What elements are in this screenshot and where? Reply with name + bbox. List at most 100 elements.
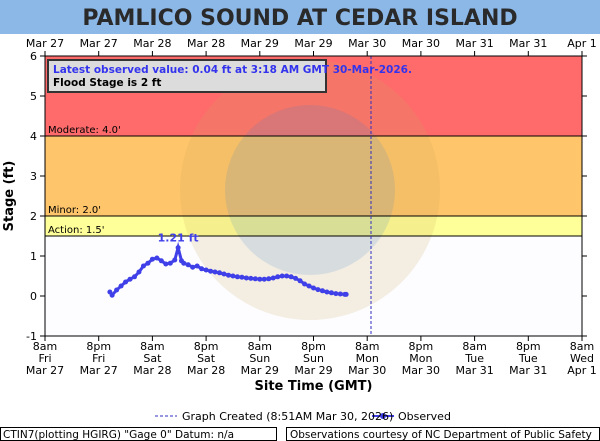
x2-tick-label: Mar 27	[26, 37, 64, 50]
x-tick-label: 8pm Tue Mar 31	[509, 340, 547, 377]
annotation-observed: Latest observed value: 0.04 ft at 3:18 A…	[53, 64, 412, 76]
data-point	[324, 289, 330, 295]
x-tick-label: 8am Wed Apr 1	[567, 340, 597, 377]
watermark	[225, 105, 395, 275]
data-point	[333, 291, 339, 297]
x-tick-label: 8pm Sun Mar 29	[294, 340, 332, 377]
data-point	[225, 272, 231, 278]
y-tick-label: 2	[30, 210, 37, 223]
data-point	[181, 260, 187, 266]
title-bar	[0, 0, 600, 34]
footer-right: Observations courtesy of NC Department o…	[290, 429, 592, 441]
annotation-box	[47, 59, 327, 93]
legend-label: Observed	[398, 410, 451, 423]
x-tick-label: 8pm Mon Mar 30	[402, 340, 440, 377]
data-point	[118, 283, 124, 289]
data-point	[337, 291, 343, 297]
x-tick-label: 8am Mon Mar 30	[348, 340, 386, 377]
threshold-label: Minor: 2.0'	[48, 205, 101, 216]
x-tick-label: 8am Fri Mar 27	[26, 340, 64, 377]
x2-tick-label: Mar 30	[402, 37, 440, 50]
data-point	[297, 278, 303, 284]
data-point	[149, 256, 155, 262]
data-point	[239, 274, 245, 280]
flood-band	[45, 216, 582, 236]
data-point	[221, 271, 227, 277]
flood-band	[45, 136, 582, 216]
data-point	[208, 268, 214, 274]
data-point	[266, 276, 272, 282]
data-point	[252, 276, 258, 282]
x2-tick-label: Mar 31	[455, 37, 493, 50]
data-point	[261, 276, 267, 282]
data-point	[234, 274, 240, 280]
data-point	[328, 290, 334, 296]
x-tick-label: 8am Sun Mar 29	[241, 340, 279, 377]
data-point	[172, 257, 178, 263]
y-tick-label: 6	[30, 50, 37, 63]
data-point	[123, 279, 129, 285]
data-point	[167, 260, 173, 266]
data-point	[185, 262, 191, 268]
y-tick-label: 0	[30, 290, 37, 303]
data-point	[306, 283, 312, 289]
chart-title: PAMLICO SOUND AT CEDAR ISLAND	[82, 6, 517, 31]
data-point	[311, 285, 316, 291]
data-point	[284, 273, 290, 279]
annotation-flood: Flood Stage is 2 ft	[53, 77, 161, 89]
data-point	[140, 263, 146, 269]
threshold-label: Moderate: 4.0'	[48, 125, 121, 136]
legend-label: Graph Created (8:51AM Mar 30, 2026)	[182, 410, 393, 423]
data-point	[293, 275, 299, 281]
x2-tick-label: Mar 29	[294, 37, 332, 50]
x-axis-label: Site Time (GMT)	[255, 379, 373, 394]
data-point	[163, 261, 169, 267]
plot-border	[44, 55, 583, 337]
y-tick-label: 1	[30, 250, 37, 263]
x-tick-label: 8am Tue Mar 31	[455, 340, 493, 377]
data-point	[194, 263, 200, 269]
x-tick-label: 8pm Sat Mar 28	[187, 340, 225, 377]
y-axis-label: Stage (ft)	[2, 161, 17, 232]
data-point	[132, 274, 137, 280]
x2-tick-label: Mar 30	[348, 37, 386, 50]
data-point	[302, 281, 308, 287]
data-point	[248, 275, 254, 281]
data-point	[158, 258, 164, 264]
threshold-label: Action: 1.5'	[48, 225, 105, 236]
data-point	[243, 275, 249, 281]
data-point	[199, 266, 205, 272]
data-point	[145, 260, 151, 266]
data-point	[154, 255, 160, 261]
footer-left: CTIN7(plotting HGIRG) "Gage 0" Datum: n/…	[3, 429, 234, 441]
data-point	[136, 269, 142, 275]
data-point	[114, 287, 120, 293]
x2-tick-label: Mar 27	[80, 37, 118, 50]
x2-tick-label: Apr 1	[567, 37, 597, 50]
data-point	[279, 273, 285, 279]
watermark	[180, 60, 440, 320]
x2-tick-label: Mar 29	[241, 37, 279, 50]
data-point	[203, 267, 209, 273]
data-point	[212, 269, 218, 275]
data-point	[190, 264, 196, 270]
data-point	[217, 270, 223, 276]
x2-tick-label: Mar 31	[509, 37, 547, 50]
data-point	[270, 275, 276, 281]
legend-marker	[380, 413, 386, 419]
x2-tick-label: Mar 28	[187, 37, 225, 50]
data-point	[109, 292, 115, 298]
data-point	[230, 273, 236, 279]
x-tick-label: 8am Sat Mar 28	[133, 340, 171, 377]
data-point	[257, 276, 263, 282]
y-tick-label: 5	[30, 90, 37, 103]
data-point	[127, 276, 133, 282]
data-point	[343, 291, 349, 297]
data-point	[319, 288, 325, 294]
y-tick-label: 3	[30, 170, 37, 183]
value-label: 1.21 ft	[158, 232, 199, 245]
y-tick-label: -1	[26, 330, 37, 343]
x2-tick-label: Mar 28	[133, 37, 171, 50]
data-point	[275, 274, 281, 280]
